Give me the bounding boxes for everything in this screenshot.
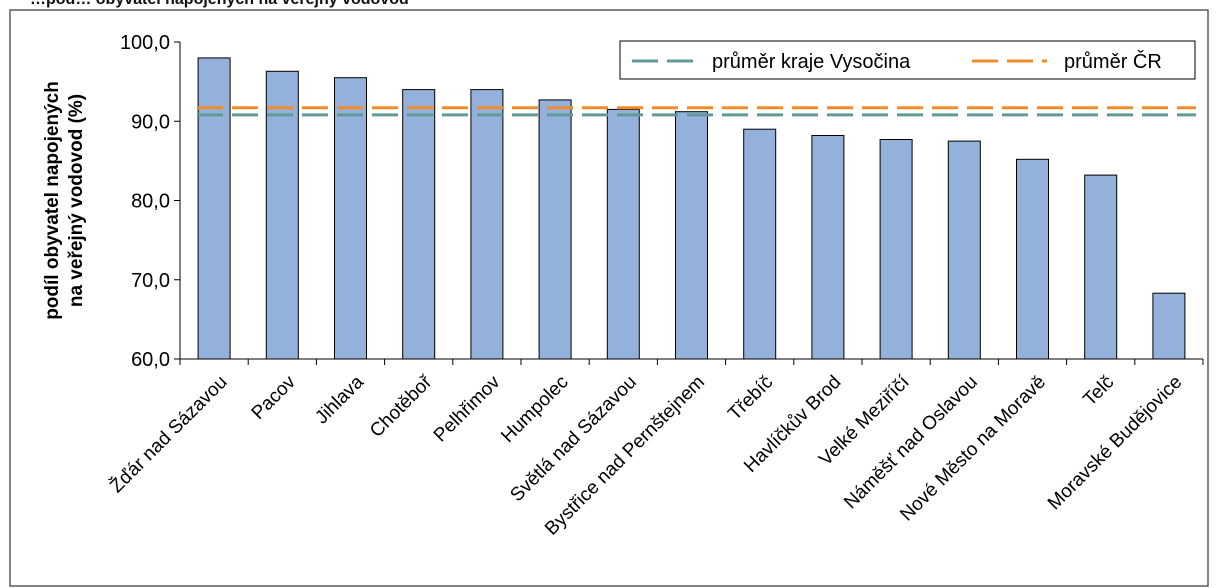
bar-2	[265, 70, 299, 360]
bar-8	[675, 111, 708, 360]
axes-group	[174, 41, 1204, 365]
cut-off-title: …pod… obyvatel napojených na veřejný vod…	[30, 0, 409, 9]
bar-15	[1152, 292, 1186, 360]
legend-label-1: průměr kraje Vysočina	[712, 51, 911, 73]
reference-lines-group	[197, 106, 1196, 117]
y-tick-label-1: 100,0	[120, 32, 170, 54]
bar-12	[947, 140, 981, 360]
y-tick-label-2: 90,0	[131, 111, 170, 133]
bar-11	[879, 139, 913, 360]
y-axis-title-line-1: podíl obyvatel napojených	[42, 81, 63, 320]
bar-9	[743, 128, 777, 360]
bar-6	[538, 99, 572, 360]
bar-4	[402, 89, 436, 360]
y-axis-title-text: podíl obyvatel napojených na veřejný vodo…	[42, 81, 87, 320]
bar-7	[606, 108, 640, 360]
legend-label-2: průměr ČR	[1064, 50, 1162, 73]
bars-group	[197, 57, 1186, 360]
bar-3	[334, 77, 367, 360]
bar-10	[811, 135, 845, 360]
legend: průměr kraje Vysočina průměr ČR	[619, 40, 1196, 80]
bar-13	[1016, 158, 1049, 360]
y-axis-title: podíl obyvatel napojených na veřejný vodo…	[42, 81, 87, 320]
bar-5	[470, 89, 504, 360]
legend-box	[619, 40, 1196, 80]
y-axis-title-line-2: na veřejný vodovod (%)	[66, 94, 87, 307]
y-tick-label-5: 60,0	[131, 349, 170, 371]
y-tick-label-3: 80,0	[131, 191, 170, 213]
y-tick-labels: 100,0 90,0 80,0 70,0 60,0	[120, 32, 170, 371]
bar-1	[197, 57, 231, 360]
y-tick-label-4: 70,0	[131, 270, 170, 292]
bar-14	[1084, 174, 1118, 360]
